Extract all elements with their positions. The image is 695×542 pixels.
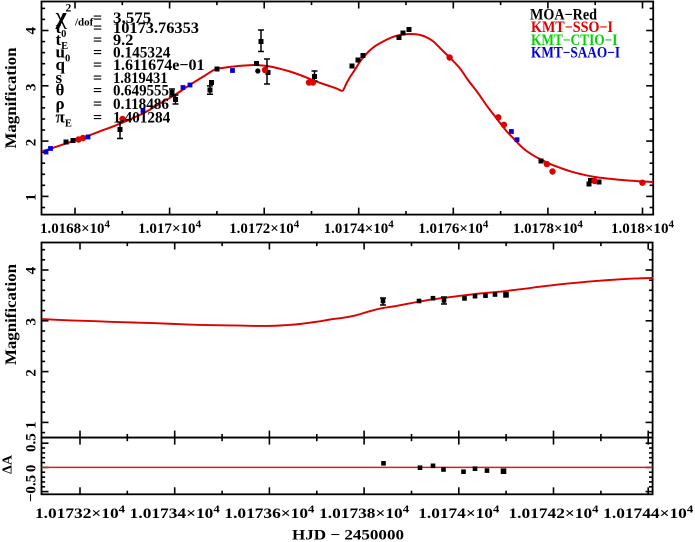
svg-text:3: 3 (24, 84, 40, 92)
svg-text:1.401284: 1.401284 (113, 108, 170, 127)
svg-text:0.118486: 0.118486 (113, 94, 169, 113)
svg-text:1: 1 (24, 193, 40, 201)
svg-text:=: = (93, 57, 102, 74)
svg-text:=: = (93, 10, 102, 27)
svg-text:2: 2 (66, 3, 72, 15)
svg-text:1.01732×104: 1.01732×10 4 (35, 504, 126, 523)
svg-text:=: = (93, 70, 102, 87)
svg-text:Magnification: Magnification (3, 47, 20, 148)
svg-text:1.01738×104: 1.01738×10 4 (319, 504, 410, 523)
svg-text:0.5: 0.5 (24, 433, 40, 452)
svg-text:10173.76353: 10173.76353 (113, 18, 199, 37)
svg-text:1.0178×104: 1.0178×104 (513, 218, 583, 237)
svg-text:1.01734×104: 1.01734×10 4 (130, 504, 221, 523)
svg-text:t0: t0 (56, 18, 67, 40)
svg-text:=: = (93, 32, 102, 49)
svg-text:1.018×104: 1.018×104 (611, 218, 675, 237)
svg-text:=: = (93, 83, 102, 100)
svg-text:=: = (93, 20, 102, 37)
svg-text:1: 1 (24, 421, 40, 429)
svg-text:=: = (93, 44, 102, 61)
svg-text:MOA−Red: MOA−Red (530, 7, 597, 24)
svg-text:1.0174×104: 1.0174×104 (324, 218, 394, 237)
svg-text:4: 4 (24, 266, 40, 274)
svg-text:s: s (56, 68, 63, 87)
svg-text:2: 2 (24, 369, 40, 377)
svg-text:Magnification: Magnification (3, 264, 20, 365)
svg-text:q: q (56, 55, 66, 74)
svg-text:1.0174×104: 1.0174×104 (418, 504, 500, 523)
svg-text:4: 4 (24, 26, 40, 34)
svg-text:3: 3 (24, 318, 40, 326)
svg-text:0.145324: 0.145324 (113, 42, 170, 61)
svg-text:1.0172×104: 1.0172×104 (229, 218, 299, 237)
svg-text:1.01736×104: 1.01736×10 4 (224, 504, 315, 523)
svg-text:χ: χ (55, 4, 68, 30)
svg-text:1.0176×104: 1.0176×104 (418, 218, 488, 237)
svg-text:KMT−SAAO−I: KMT−SAAO−I (531, 45, 620, 62)
svg-text:/dof: /dof (74, 17, 94, 29)
svg-text:KMT−SSO−I: KMT−SSO−I (531, 19, 613, 36)
svg-text:0: 0 (24, 465, 40, 473)
svg-text:1.01744×104: 1.01744×10 4 (603, 504, 694, 523)
svg-text:HJD − 2450000: HJD − 2450000 (292, 528, 404, 542)
svg-text:−0.5: −0.5 (24, 475, 40, 502)
svg-text:θ: θ (56, 81, 65, 100)
svg-text:=: = (93, 96, 102, 113)
svg-text:3.575: 3.575 (113, 8, 151, 27)
svg-text:1.0168×104: 1.0168×104 (40, 218, 110, 237)
svg-text:1.819431: 1.819431 (113, 68, 168, 87)
svg-text:1.017×104: 1.017×104 (138, 218, 202, 237)
svg-text:1.611674e−01: 1.611674e−01 (113, 55, 205, 74)
svg-text:1.01742×104: 1.01742×10 4 (509, 504, 600, 523)
svg-text:ρ: ρ (56, 94, 65, 113)
svg-text:=: = (93, 110, 102, 127)
svg-text:KMT−CTIO−I: KMT−CTIO−I (531, 32, 618, 49)
svg-text:0.649555: 0.649555 (113, 81, 169, 100)
svg-text:9.2: 9.2 (113, 30, 133, 49)
svg-text:2: 2 (24, 139, 40, 147)
svg-text:ΔA: ΔA (1, 454, 16, 474)
